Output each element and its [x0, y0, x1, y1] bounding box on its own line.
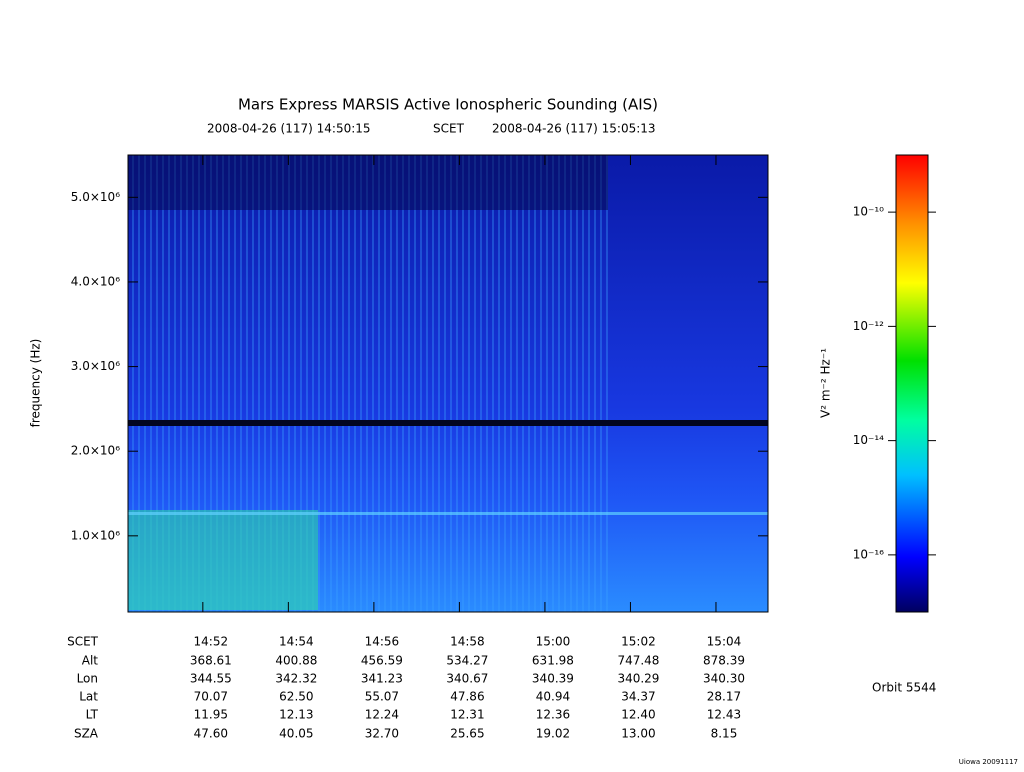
- colorbar-tick-label: 10⁻¹⁶: [853, 547, 884, 561]
- spectrogram-texture: [128, 510, 318, 610]
- y-axis-label: frequency (Hz): [29, 339, 43, 428]
- ephemeris-value: 368.61: [190, 654, 232, 668]
- y-tick-label: 4.0×10⁶: [71, 274, 120, 288]
- ephemeris-value: 344.55: [190, 672, 232, 686]
- ephemeris-value: 34.37: [621, 690, 655, 704]
- x-tick-label: 14:56: [365, 635, 400, 649]
- ephemeris-value: 341.23: [361, 672, 403, 686]
- ephemeris-label: SCET: [67, 635, 99, 649]
- ephemeris-value: 12.31: [450, 708, 484, 722]
- ephemeris-value: 12.43: [707, 708, 741, 722]
- ephemeris-value: 55.07: [365, 690, 399, 704]
- colorbar-tick-label: 10⁻¹²: [853, 319, 884, 333]
- ephemeris-value: 340.30: [703, 672, 745, 686]
- x-tick-label: 14:52: [194, 635, 229, 649]
- y-tick-label: 2.0×10⁶: [71, 444, 120, 458]
- colorbar-label: V² m⁻² Hz⁻¹: [819, 348, 833, 418]
- colorbar-tick-label: 10⁻¹⁴: [853, 433, 884, 447]
- ephemeris-value: 631.98: [532, 654, 574, 668]
- ephemeris-value: 8.15: [711, 727, 738, 741]
- ephemeris-label: Lon: [77, 672, 98, 686]
- ephemeris-value: 342.32: [275, 672, 317, 686]
- spectrogram-texture: [128, 512, 768, 515]
- colorbar: [895, 154, 929, 613]
- ephemeris-value: 12.24: [365, 708, 399, 722]
- ephemeris-value: 28.17: [707, 690, 741, 704]
- x-tick-label: 14:58: [450, 635, 485, 649]
- ephemeris-value: 11.95: [194, 708, 228, 722]
- y-tick-label: 5.0×10⁶: [71, 190, 120, 204]
- ephemeris-value: 19.02: [536, 727, 570, 741]
- ephemeris-value: 747.48: [617, 654, 659, 668]
- credit: Uiowa 20091117: [959, 758, 1018, 766]
- x-tick-label: 14:54: [279, 635, 314, 649]
- x-tick-label: 15:00: [536, 635, 571, 649]
- ephemeris-value: 340.67: [446, 672, 488, 686]
- ephemeris-value: 340.29: [617, 672, 659, 686]
- ephemeris-value: 62.50: [279, 690, 313, 704]
- start-time: 2008-04-26 (117) 14:50:15: [207, 122, 371, 136]
- orbit-label: Orbit 5544: [872, 681, 936, 695]
- chart-title: Mars Express MARSIS Active Ionospheric S…: [238, 96, 658, 114]
- ephemeris-value: 12.13: [279, 708, 313, 722]
- ephemeris-value: 456.59: [361, 654, 403, 668]
- y-tick-label: 1.0×10⁶: [71, 528, 120, 542]
- end-time: 2008-04-26 (117) 15:05:13: [492, 122, 656, 136]
- ephemeris-value: 40.05: [279, 727, 313, 741]
- x-tick-label: 15:04: [707, 635, 742, 649]
- ephemeris-value: 13.00: [621, 727, 655, 741]
- ephemeris-value: 70.07: [194, 690, 228, 704]
- ephemeris-value: 534.27: [446, 654, 488, 668]
- ephemeris-value: 878.39: [703, 654, 745, 668]
- ephemeris-value: 47.86: [450, 690, 484, 704]
- time-system: SCET: [433, 122, 465, 136]
- ephemeris-value: 12.36: [536, 708, 570, 722]
- ephemeris-value: 25.65: [450, 727, 484, 741]
- colorbar-tick-label: 10⁻¹⁰: [853, 205, 884, 219]
- ephemeris-value: 340.39: [532, 672, 574, 686]
- ephemeris-value: 12.40: [621, 708, 655, 722]
- ephemeris-value: 47.60: [194, 727, 228, 741]
- ephemeris-label: Alt: [82, 654, 99, 668]
- ephemeris-label: Lat: [79, 690, 98, 704]
- ephemeris-value: 400.88: [275, 654, 317, 668]
- ephemeris-value: 32.70: [365, 727, 399, 741]
- x-tick-label: 15:02: [621, 635, 656, 649]
- spectrogram-texture: [128, 155, 608, 210]
- ephemeris-value: 40.94: [536, 690, 570, 704]
- ephemeris-label: LT: [86, 708, 99, 722]
- plot-frame: [127, 154, 769, 613]
- y-tick-label: 3.0×10⁶: [71, 359, 120, 373]
- plot-area: [127, 154, 769, 613]
- ephemeris-label: SZA: [74, 727, 99, 741]
- spectrogram-texture: [128, 420, 768, 426]
